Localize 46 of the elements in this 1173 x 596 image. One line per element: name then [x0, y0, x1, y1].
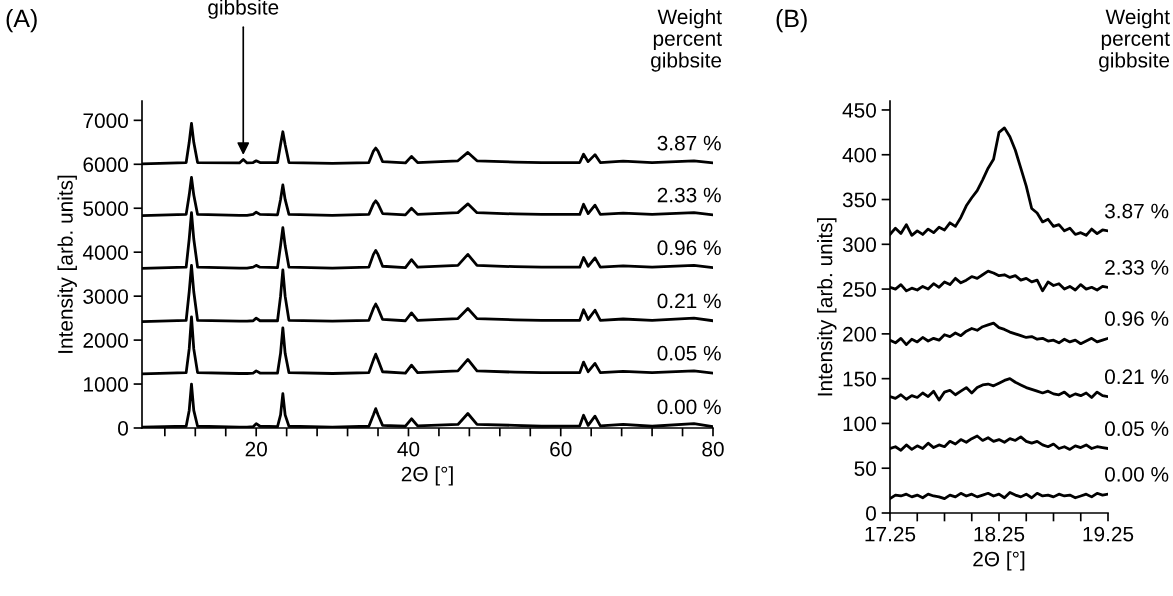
- series-label: 0.05 %: [657, 345, 721, 361]
- y-tick-label: 400: [842, 147, 876, 163]
- y-axis-title: Intensity [arb. units]: [817, 218, 837, 396]
- series-label: 0.21 %: [657, 293, 721, 309]
- text: Weight percent gibbsite: [1099, 8, 1170, 72]
- y-tick-label: 4000: [82, 245, 128, 260]
- y-tick-label: 300: [842, 237, 876, 253]
- y-tick-label: 100: [843, 416, 876, 432]
- text: Weight percent gibbsite: [651, 8, 722, 72]
- y-tick-label: 150: [843, 371, 876, 387]
- x-axis-title: 2Θ [°]: [401, 466, 453, 486]
- series-label: 3.87 %: [1104, 203, 1169, 219]
- y-tick-label: 6000: [83, 157, 128, 173]
- x-tick-label: 20: [245, 441, 267, 457]
- series-label: 2.33 %: [1105, 260, 1169, 275]
- series-label: 0.00 %: [1105, 466, 1169, 482]
- chart-title: (A): [6, 8, 37, 33]
- y-tick-label: 50: [854, 461, 876, 476]
- y-tick-label: 5000: [83, 201, 128, 216]
- y-tick-label: 0: [866, 506, 876, 521]
- y-tick-label: 2000: [83, 333, 128, 348]
- y-axis-title: Intensity [arb. units]: [57, 175, 77, 353]
- x-tick-label: 60: [550, 441, 572, 457]
- x-tick-label: 80: [702, 441, 724, 457]
- y-tick-label: 200: [843, 326, 876, 342]
- series-label: 0.96 %: [1105, 311, 1169, 326]
- y-tick-label: 350: [842, 192, 876, 208]
- y-tick-label: 7000: [83, 113, 128, 129]
- y-tick-label: 250: [843, 282, 876, 297]
- y-tick-label: 450: [842, 102, 876, 118]
- series-label: 0.05 %: [1105, 421, 1169, 437]
- y-tick-label: 1000: [84, 377, 128, 392]
- series-label: 0.21 %: [1105, 369, 1169, 385]
- x-tick-label: 40: [397, 441, 420, 457]
- annotation: gibbsite: [208, 0, 279, 19]
- series-label: 2.33 %: [657, 187, 721, 203]
- chart-title: (B): [776, 8, 807, 33]
- x-tick-label: 18.25: [974, 526, 1025, 542]
- y-tick-label: 0: [118, 421, 128, 436]
- y-tick-label: 3000: [83, 289, 128, 304]
- x-axis-title: 2Θ [°]: [973, 551, 1025, 571]
- x-tick-label: 17.25: [865, 526, 916, 542]
- series-label: 0.96 %: [657, 240, 721, 256]
- x-tick-label: 19.25: [1083, 526, 1134, 542]
- series-label: 3.87 %: [657, 135, 721, 151]
- series-label: 0.00 %: [657, 399, 721, 415]
